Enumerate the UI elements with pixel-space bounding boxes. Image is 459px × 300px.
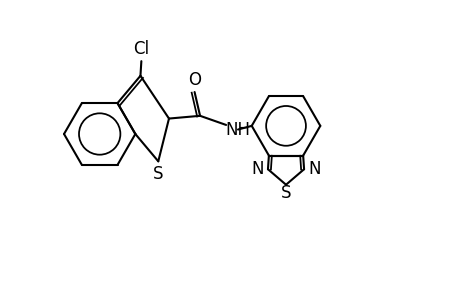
- Text: N: N: [307, 160, 320, 178]
- Text: S: S: [280, 184, 291, 202]
- Text: S: S: [153, 165, 163, 183]
- Text: O: O: [188, 71, 201, 89]
- Text: N: N: [251, 160, 263, 178]
- Text: NH: NH: [225, 121, 250, 139]
- Text: Cl: Cl: [133, 40, 149, 58]
